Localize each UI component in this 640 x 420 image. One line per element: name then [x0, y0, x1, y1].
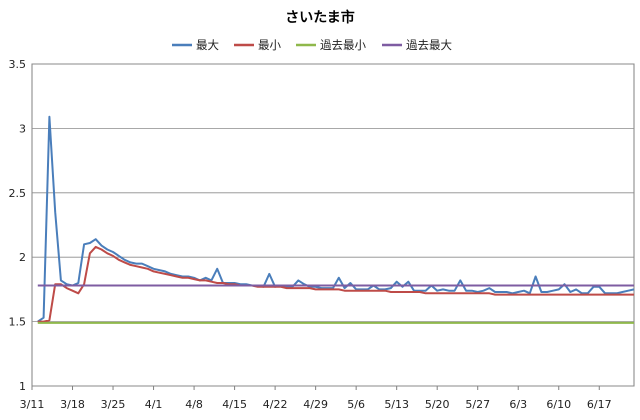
y-tick-label: 3 — [19, 122, 26, 135]
x-tick-label: 4/22 — [263, 398, 288, 411]
series-line-0 — [37, 115, 635, 323]
x-tick-label: 3/18 — [60, 398, 85, 411]
x-tick-label: 3/25 — [101, 398, 126, 411]
y-tick-label: 2.5 — [9, 187, 27, 200]
x-tick-label: 6/3 — [509, 398, 527, 411]
x-axis: 3/11 3/18 3/25 4/1 4/8 4/15 4/22 4/29 5/6 5/13 5/2… — [20, 386, 612, 411]
x-tick-label: 6/10 — [546, 398, 571, 411]
x-tick-label: 4/8 — [185, 398, 203, 411]
gridlines — [32, 63, 634, 387]
legend-label-3: 過去最大 — [406, 38, 452, 52]
legend-label-0: 最大 — [196, 38, 219, 52]
series-line-1 — [37, 245, 634, 323]
x-tick-label: 4/29 — [303, 398, 328, 411]
x-tick-label: 5/27 — [465, 398, 490, 411]
series-lines — [37, 115, 635, 324]
x-tick-label: 3/11 — [20, 398, 45, 411]
x-tick-label: 5/20 — [425, 398, 450, 411]
x-tick-label: 5/13 — [384, 398, 409, 411]
legend-label-1: 最小 — [258, 38, 281, 52]
y-tick-label: 3.5 — [9, 58, 27, 71]
legend: 最大 最小 過去最小 過去最大 — [172, 38, 452, 52]
y-tick-label: 1 — [19, 380, 26, 393]
plot-frame — [31, 63, 635, 387]
x-tick-label: 4/1 — [145, 398, 163, 411]
x-tick-label: 6/17 — [587, 398, 612, 411]
plot-area: 1 1.5 2 2.5 3 3.5 3/11 3/18 3/25 4/1 4/8 4/15 4/22 4… — [9, 58, 635, 411]
x-tick-label: 5/6 — [347, 398, 365, 411]
y-tick-label: 1.5 — [9, 316, 27, 329]
x-tick-label: 4/15 — [222, 398, 247, 411]
legend-label-2: 過去最小 — [320, 38, 366, 52]
y-tick-label: 2 — [19, 251, 26, 264]
chart-title: さいたま市 — [285, 9, 355, 26]
y-axis: 1 1.5 2 2.5 3 3.5 — [9, 58, 27, 393]
